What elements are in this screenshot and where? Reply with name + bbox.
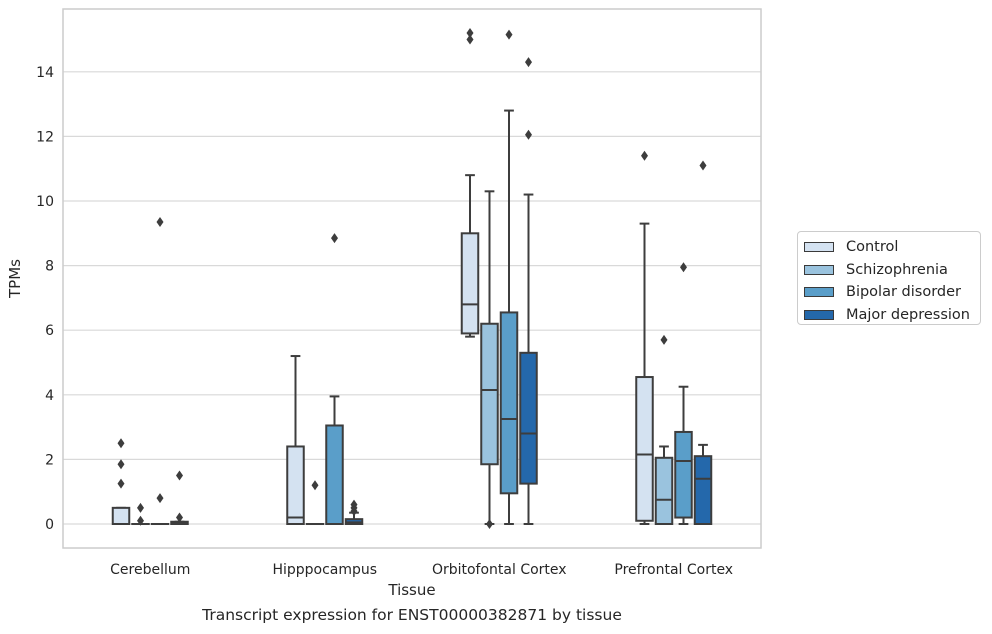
box-control [286,355,305,526]
outlier-point [117,478,125,489]
outlier-point [176,512,183,523]
x-tick-label: Prefrontal Cortex [614,562,733,578]
box-control [635,150,654,525]
box-major-depression [170,470,189,526]
legend: Control Schizophrenia Bipolar disorder Majo… [797,231,981,325]
x-tick-label: Cerebellum [110,562,190,578]
legend-item: Schizophrenia [804,259,974,282]
outlier-point [331,233,338,244]
outlier-point [641,150,648,161]
outlier-point [699,160,707,171]
plot-frame [62,8,762,549]
gridlines [63,71,761,525]
box-iqr [674,430,693,519]
y-tick-label: 8 [45,259,54,275]
outlier-point [156,493,164,504]
y-tick-label: 4 [45,388,54,404]
boxes [111,28,713,529]
legend-item: Major depression [804,304,974,327]
legend-item: Bipolar disorder [804,281,974,304]
y-axis-label: TPMs [6,259,24,299]
legend-item: Control [804,236,974,259]
box-control [111,438,131,526]
outlier-point [311,480,319,491]
outlier-point [660,334,668,345]
box-iqr [325,424,344,525]
y-tick-label: 0 [45,517,54,533]
box-control [460,28,480,338]
outlier-point [156,216,164,227]
box-schizophrenia [131,502,150,526]
legend-swatch [804,264,834,275]
box-iqr [693,455,713,526]
y-tick-labels: 0 2 4 6 8 10 12 14 [36,65,54,533]
outlier-point [525,57,532,68]
box-bipolar-disorder [674,262,693,525]
x-axis-label: Tissue [387,581,435,599]
outlier-point [117,459,125,470]
box-major-depression [519,57,538,525]
outlier-point [137,502,144,513]
outlier-point [525,129,532,140]
box-bipolar-disorder [499,29,519,525]
outlier-point [466,28,474,39]
box-iqr [460,232,480,335]
legend-label: Control [846,239,899,256]
legend-swatch [804,309,834,320]
outlier-point [137,515,144,526]
y-tick-label: 2 [45,452,54,468]
box-bipolar-disorder [325,233,344,525]
box-iqr [480,322,499,466]
legend-label: Bipolar disorder [846,284,961,301]
y-tick-label: 6 [45,323,54,339]
box-bipolar-disorder [150,216,170,526]
outlier-point [350,506,358,517]
box-schizophrenia [480,190,499,529]
y-tick-label: 10 [36,194,54,210]
box-schizophrenia [654,334,674,525]
y-tick-label: 14 [36,65,54,81]
outlier-point [486,519,493,529]
box-major-depression [693,160,713,526]
outlier-point [680,262,687,273]
outlier-point [466,34,474,45]
box-iqr [499,311,519,495]
outlier-point [176,470,183,481]
legend-swatch [804,287,834,298]
box-iqr [286,445,305,526]
x-tick-labels: Cerebellum Hipppocampus Orbitofontal Corte… [110,562,733,578]
box-iqr [519,351,538,485]
legend-label: Major depression [846,306,970,323]
box-major-depression [344,499,364,526]
box-schizophrenia [305,480,325,526]
outlier-point [505,29,513,40]
box-iqr [654,456,674,525]
x-tick-label: Orbitofontal Cortex [432,562,567,578]
y-tick-label: 12 [36,129,54,145]
legend-label: Schizophrenia [846,261,948,278]
legend-swatch [804,242,834,253]
box-iqr [111,506,131,526]
outlier-point [117,438,125,449]
box-iqr [635,376,654,522]
x-tick-label: Hipppocampus [272,562,377,578]
figure-caption: Transcript expression for ENST0000038287… [202,606,622,624]
